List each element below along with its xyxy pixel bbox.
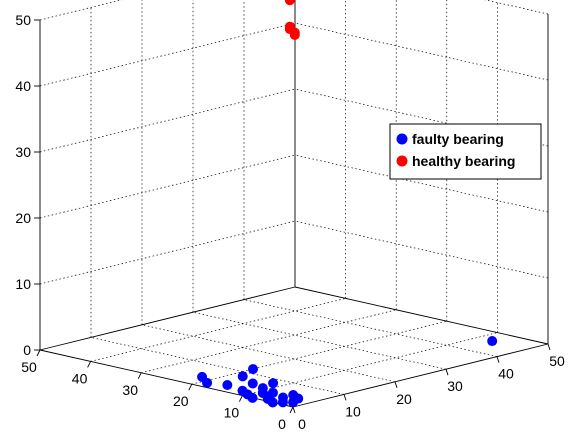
- z-tick-label: 10: [15, 276, 31, 292]
- data-point: [237, 371, 248, 382]
- points-layer: [197, 0, 498, 408]
- data-point: [247, 378, 258, 389]
- floor-edge: [294, 286, 549, 345]
- back-wall-grid-line-z: [39, 88, 296, 153]
- back-wall-grid-line-z: [39, 0, 123, 21]
- floor-grid-line-y: [191, 320, 447, 385]
- x-tick-mark: [394, 381, 398, 388]
- data-point: [267, 387, 278, 398]
- back-wall-grid-line-z: [484, 0, 549, 15]
- back-wall-grid-line-z: [294, 88, 549, 147]
- data-point: [288, 390, 299, 400]
- data-point: [289, 30, 300, 40]
- data-point: [487, 336, 498, 347]
- x-tick-label: 20: [396, 391, 412, 407]
- data-point: [248, 364, 258, 375]
- back-wall-grid-line-z: [39, 220, 296, 285]
- data-point: [237, 385, 248, 396]
- data-point: [278, 392, 288, 403]
- x-tick-label: 30: [447, 378, 463, 394]
- data-point: [197, 371, 208, 382]
- data-point: [284, 0, 295, 6]
- y-tick-label: 50: [21, 359, 37, 375]
- legend: faulty bearing healthy bearing: [389, 123, 542, 180]
- z-tick-label: 20: [15, 210, 31, 226]
- y-tick-label: 30: [122, 382, 138, 398]
- z-tick-label: 40: [15, 78, 31, 94]
- y-tick-mark: [137, 372, 142, 380]
- back-wall-grid-line-z: [294, 220, 549, 279]
- floor-grid-line-x: [90, 337, 345, 395]
- y-tick-mark: [87, 361, 92, 368]
- y-tick-label: 0: [278, 416, 286, 432]
- z-tick-label: 0: [23, 342, 31, 358]
- grid-layer: [39, 0, 549, 396]
- x-tick-mark: [445, 369, 449, 376]
- x-tick-mark: [292, 406, 296, 414]
- y-tick-mark: [238, 395, 243, 402]
- legend-label: faulty bearing: [412, 131, 504, 147]
- back-wall-grid-line-z: [39, 22, 296, 87]
- x-tick-label: 50: [549, 353, 565, 369]
- x-tick-label: 0: [298, 416, 306, 432]
- x-axis-line: [292, 343, 549, 408]
- back-wall-grid-line-z: [294, 154, 549, 213]
- x-tick-label: 40: [498, 366, 514, 382]
- floor-edge: [39, 286, 296, 351]
- x-tick-mark: [496, 356, 500, 363]
- data-point: [257, 383, 268, 394]
- y-tick-label: 20: [173, 393, 189, 409]
- floor-grid-line-x: [141, 324, 396, 383]
- x-tick-mark: [547, 343, 551, 351]
- legend-label: healthy bearing: [412, 153, 515, 169]
- z-tick-label: 50: [15, 12, 31, 28]
- x-tick-mark: [343, 394, 347, 401]
- y-tick-label: 40: [72, 370, 88, 386]
- floor-grid-line-y: [141, 309, 397, 374]
- y-tick-mark: [36, 349, 41, 357]
- floor-grid-line-y: [90, 298, 346, 362]
- data-point: [268, 378, 279, 389]
- z-tick-label: 30: [15, 144, 31, 160]
- floor-grid-line-x: [243, 299, 498, 357]
- legend-marker: [396, 155, 408, 167]
- back-wall-grid-line-z: [39, 154, 296, 219]
- data-point: [222, 379, 233, 390]
- floor-grid-line-x: [192, 311, 447, 370]
- y-tick-mark: [289, 406, 294, 414]
- back-wall-grid-line-z: [294, 22, 549, 81]
- y-tick-mark: [188, 383, 193, 391]
- x-tick-label: 10: [345, 403, 361, 419]
- legend-box: [389, 123, 542, 180]
- y-tick-label: 10: [224, 405, 240, 421]
- legend-marker: [396, 133, 408, 145]
